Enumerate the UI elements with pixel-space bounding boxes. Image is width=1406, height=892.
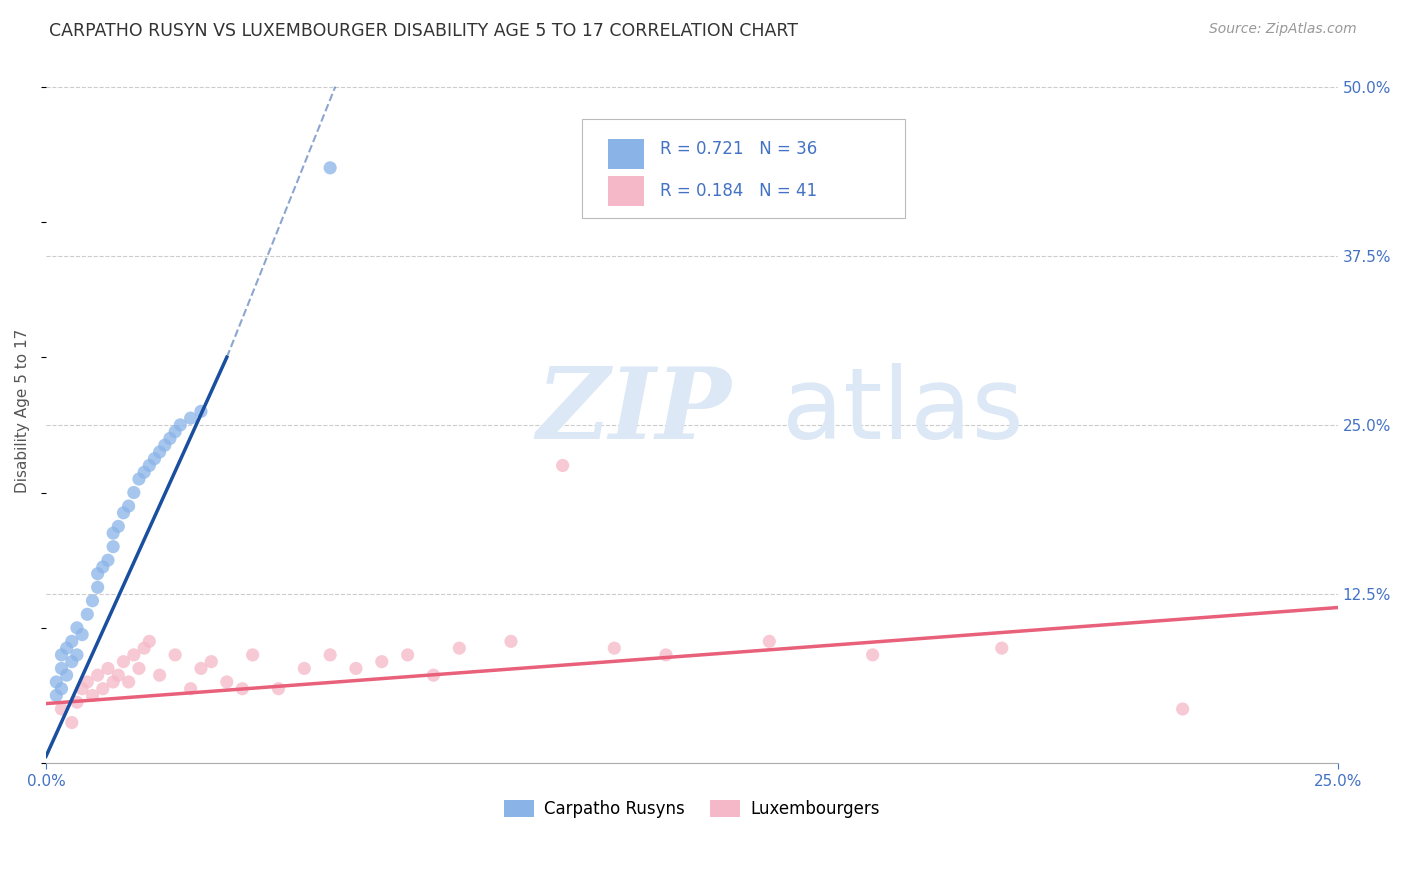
Point bbox=[66, 648, 89, 662]
Point bbox=[86, 668, 108, 682]
Point bbox=[76, 675, 98, 690]
Point bbox=[60, 634, 83, 648]
Point bbox=[66, 695, 89, 709]
Point bbox=[134, 465, 156, 479]
Point bbox=[215, 675, 238, 690]
Point bbox=[60, 715, 83, 730]
Point bbox=[267, 681, 290, 696]
Point bbox=[138, 458, 160, 473]
Point bbox=[60, 655, 83, 669]
Point bbox=[128, 661, 150, 675]
Point bbox=[190, 661, 212, 675]
Point bbox=[70, 627, 93, 641]
Point bbox=[1171, 702, 1194, 716]
Point bbox=[242, 648, 264, 662]
Text: atlas: atlas bbox=[782, 363, 1024, 460]
Point bbox=[112, 506, 135, 520]
Point bbox=[134, 641, 156, 656]
Point bbox=[101, 526, 124, 541]
Bar bbox=[607, 139, 644, 169]
Text: CARPATHO RUSYN VS LUXEMBOURGER DISABILITY AGE 5 TO 17 CORRELATION CHART: CARPATHO RUSYN VS LUXEMBOURGER DISABILIT… bbox=[49, 22, 799, 40]
Point bbox=[319, 648, 342, 662]
Point bbox=[55, 641, 77, 656]
Point bbox=[51, 648, 73, 662]
Point bbox=[51, 681, 73, 696]
Point bbox=[45, 689, 67, 703]
Point bbox=[149, 445, 172, 459]
Point bbox=[551, 458, 574, 473]
Point bbox=[422, 668, 444, 682]
Point bbox=[138, 634, 160, 648]
Text: R = 0.721   N = 36: R = 0.721 N = 36 bbox=[659, 140, 817, 158]
Text: ZIP: ZIP bbox=[537, 363, 731, 459]
Point bbox=[45, 675, 67, 690]
Point bbox=[128, 472, 150, 486]
Point bbox=[165, 648, 187, 662]
Point bbox=[51, 702, 73, 716]
Point bbox=[122, 648, 145, 662]
Point bbox=[86, 580, 108, 594]
Point bbox=[97, 661, 120, 675]
Point bbox=[603, 641, 626, 656]
Point bbox=[371, 655, 394, 669]
Point bbox=[449, 641, 471, 656]
Point bbox=[101, 540, 124, 554]
Text: R = 0.184   N = 41: R = 0.184 N = 41 bbox=[659, 182, 817, 200]
Point bbox=[655, 648, 678, 662]
Point bbox=[117, 499, 139, 513]
Point bbox=[55, 668, 77, 682]
Point bbox=[66, 621, 89, 635]
Point bbox=[117, 675, 139, 690]
Point bbox=[91, 681, 114, 696]
Point bbox=[396, 648, 419, 662]
Point bbox=[86, 566, 108, 581]
Point bbox=[70, 681, 93, 696]
Point bbox=[169, 417, 191, 432]
Point bbox=[82, 689, 104, 703]
Bar bbox=[607, 177, 644, 206]
FancyBboxPatch shape bbox=[582, 120, 905, 218]
Point bbox=[76, 607, 98, 622]
Point bbox=[180, 411, 202, 425]
Point bbox=[180, 681, 202, 696]
Point bbox=[97, 553, 120, 567]
Point bbox=[122, 485, 145, 500]
Point bbox=[165, 425, 187, 439]
Point bbox=[319, 161, 342, 175]
Point bbox=[101, 675, 124, 690]
Legend: Carpatho Rusyns, Luxembourgers: Carpatho Rusyns, Luxembourgers bbox=[498, 794, 886, 825]
Point bbox=[292, 661, 315, 675]
Point bbox=[112, 655, 135, 669]
Point bbox=[200, 655, 222, 669]
Point bbox=[107, 668, 129, 682]
Text: Source: ZipAtlas.com: Source: ZipAtlas.com bbox=[1209, 22, 1357, 37]
Point bbox=[107, 519, 129, 533]
Point bbox=[153, 438, 176, 452]
Point bbox=[991, 641, 1014, 656]
Point bbox=[758, 634, 780, 648]
Point bbox=[91, 560, 114, 574]
Point bbox=[82, 594, 104, 608]
Point bbox=[51, 661, 73, 675]
Point bbox=[149, 668, 172, 682]
Point bbox=[231, 681, 253, 696]
Point bbox=[862, 648, 884, 662]
Point bbox=[159, 432, 181, 446]
Y-axis label: Disability Age 5 to 17: Disability Age 5 to 17 bbox=[15, 329, 30, 493]
Point bbox=[344, 661, 367, 675]
Point bbox=[499, 634, 522, 648]
Point bbox=[190, 404, 212, 418]
Point bbox=[143, 451, 166, 466]
